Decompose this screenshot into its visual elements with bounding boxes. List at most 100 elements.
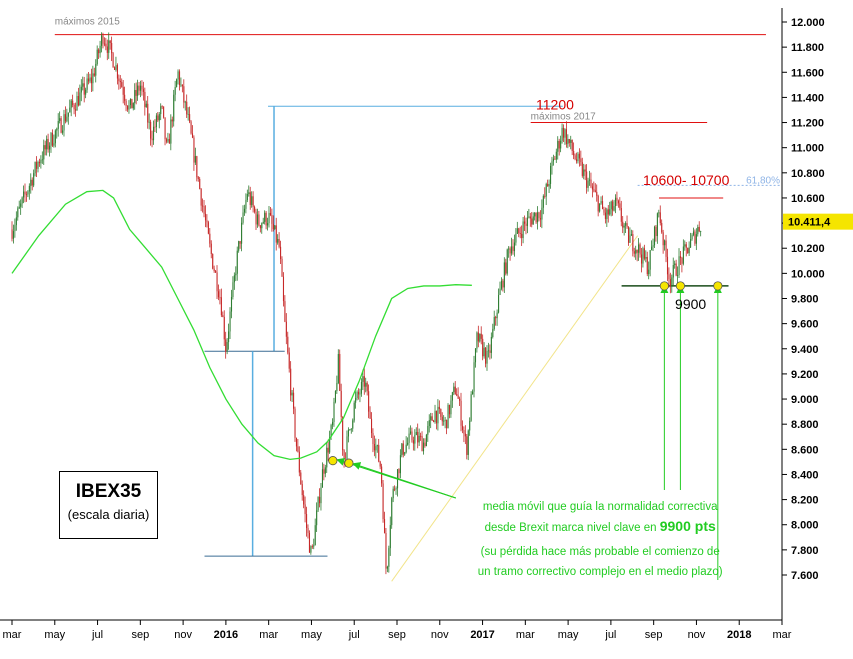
candle-body <box>437 406 439 424</box>
candle-body <box>401 443 403 456</box>
candle-body <box>539 217 542 220</box>
candle-body <box>112 53 114 68</box>
candle-body <box>37 161 39 169</box>
candle-body <box>541 207 543 220</box>
candle-body <box>236 250 238 274</box>
candle-body <box>668 274 670 280</box>
candle-body <box>272 223 274 229</box>
candle-body <box>503 262 505 288</box>
candle-body <box>150 121 152 139</box>
x-axis: mar may jul sep nov 2016 mar may jul sep nov 2017 ma… <box>0 619 792 641</box>
candle-body <box>88 78 90 82</box>
candle-body <box>486 350 488 364</box>
note-line-1: media móvil que guía la normalidad corre… <box>483 501 718 513</box>
candle-body <box>392 488 394 499</box>
candle-body <box>339 354 341 391</box>
note-line-2: desde Brexit marca nivel clave en 9900 p… <box>485 518 716 534</box>
candle-body <box>625 223 627 226</box>
candle-body <box>405 444 407 453</box>
candle-body <box>661 223 663 233</box>
candle-body <box>160 106 162 115</box>
candle-body <box>378 445 380 462</box>
candle-body <box>560 140 562 149</box>
candle-body <box>483 347 485 357</box>
candle-body <box>695 234 697 244</box>
candle-body <box>642 248 644 264</box>
candle-body <box>522 221 524 239</box>
x-tick-label: mar <box>516 629 535 641</box>
candle-body <box>399 455 401 474</box>
candle-body <box>337 354 339 384</box>
x-tick-label: sep <box>131 629 149 641</box>
candle-body <box>30 179 32 186</box>
candle-body <box>358 391 360 395</box>
candle-body <box>609 209 611 215</box>
candle-body <box>239 241 241 244</box>
candle-body <box>596 191 598 196</box>
candle-body <box>340 390 342 417</box>
candle-body <box>280 246 282 259</box>
candle-body <box>428 420 430 427</box>
candle-body <box>139 85 142 91</box>
candle-body <box>142 89 144 92</box>
x-tick-label: jul <box>604 629 616 641</box>
candle-body <box>259 225 261 229</box>
candle-body <box>362 376 364 382</box>
candle-body <box>243 208 246 213</box>
candle-body <box>417 431 419 443</box>
candle-body <box>434 410 436 423</box>
candle-body <box>92 73 94 84</box>
candle-body <box>638 244 640 253</box>
candle-body <box>64 114 67 122</box>
candle-body <box>454 386 456 395</box>
candle-body <box>264 212 266 222</box>
candle-body <box>688 247 690 254</box>
candle-body <box>418 435 420 443</box>
candle-body <box>386 566 388 569</box>
candle-body <box>466 436 468 455</box>
candle-body <box>350 428 352 430</box>
candle-body <box>513 242 516 252</box>
candle-body <box>161 106 163 108</box>
candle-body <box>225 339 227 352</box>
y-tick-label: 10.600 <box>791 193 825 205</box>
candle-body <box>476 332 478 349</box>
y-tick-label: 11.400 <box>791 92 824 104</box>
candle-body <box>665 240 667 257</box>
candle-body <box>24 191 26 195</box>
candle-body <box>154 126 156 128</box>
candle-body <box>241 222 243 244</box>
candle-body <box>353 402 355 421</box>
candle-body <box>548 183 550 187</box>
candle-body <box>157 115 159 121</box>
trendline-line <box>391 235 639 582</box>
candle-body <box>313 545 315 547</box>
y-axis: 12.000 11.800 11.600 11.400 11.200 11.000 10.8… <box>781 8 853 620</box>
candle-body <box>516 228 518 234</box>
y-tick-label: 7.800 <box>791 545 819 557</box>
candle-body <box>229 311 231 332</box>
candle-body <box>493 317 495 329</box>
candle-body <box>571 139 573 151</box>
candle-body <box>66 116 68 122</box>
y-tick-label: 8.400 <box>791 469 819 481</box>
candle-body <box>326 447 328 468</box>
candle-body <box>167 138 169 142</box>
x-tick-label: mar <box>259 629 278 641</box>
y-tick-label: 12.000 <box>791 17 825 29</box>
candle-body <box>398 469 400 474</box>
candle-body <box>282 276 285 302</box>
candle-body <box>76 96 78 111</box>
candle-body <box>379 461 381 467</box>
candle-body <box>440 409 442 417</box>
candle-body <box>202 205 204 207</box>
candle-body <box>677 275 679 276</box>
candle-body <box>73 104 75 110</box>
candle-body <box>451 392 453 401</box>
candle-body <box>304 504 306 515</box>
note-line-2-text: desde Brexit marca nivel clave en <box>485 522 660 534</box>
candle-body <box>86 78 88 90</box>
candle-body <box>370 418 373 434</box>
candle-body <box>394 488 396 490</box>
candle-body <box>285 321 287 337</box>
